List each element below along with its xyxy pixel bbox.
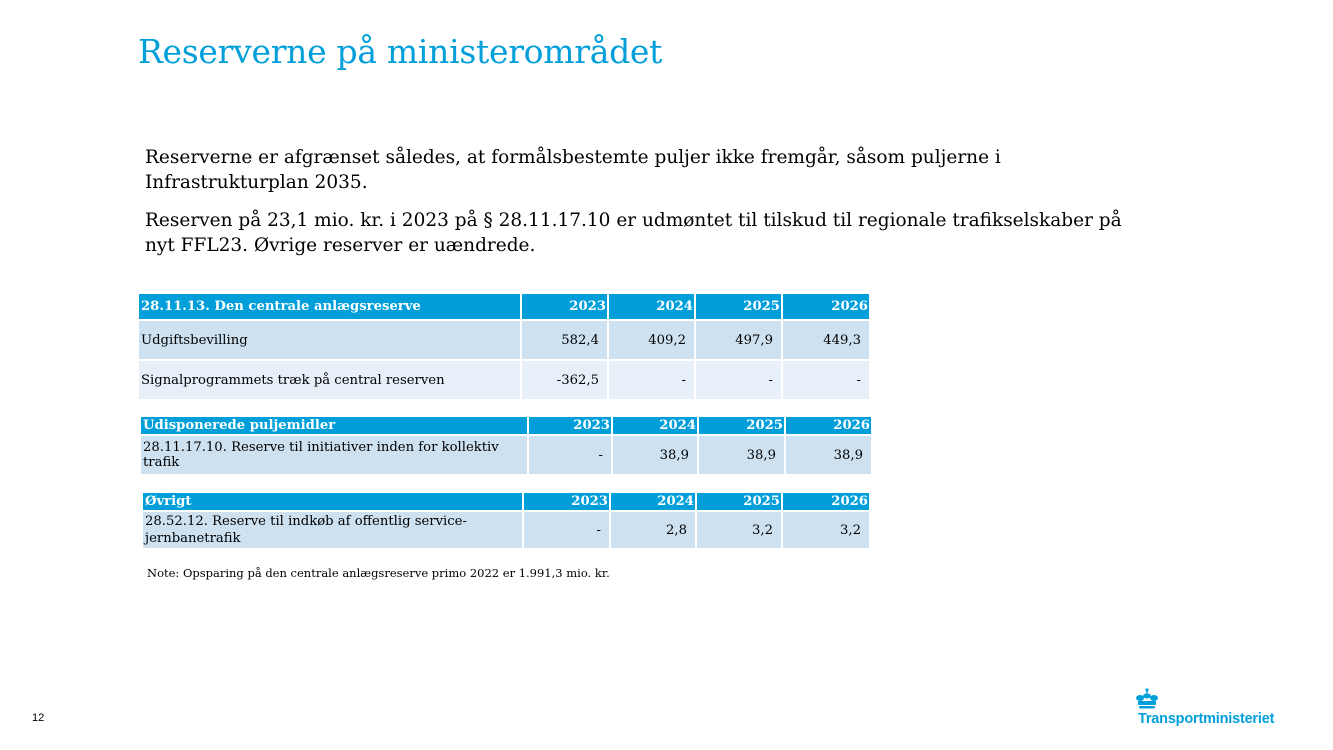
cell-value: - bbox=[695, 360, 783, 401]
table-row: Signalprogrammets træk på central reserv… bbox=[139, 360, 871, 401]
table-header-year: 2024 bbox=[610, 493, 697, 512]
table-row: 28.52.12. Reserve til indkøb af offentli… bbox=[143, 511, 871, 550]
cell-value: 2,8 bbox=[610, 511, 697, 550]
cell-value: - bbox=[523, 511, 611, 550]
table-header-year: 2026 bbox=[782, 493, 871, 512]
table-header-label: Øvrigt bbox=[143, 493, 524, 512]
cell-value: 449,3 bbox=[782, 320, 871, 361]
crown-icon bbox=[1136, 688, 1158, 709]
puljemidler-table: Udisponerede puljemidler 2023 2024 2025 … bbox=[141, 417, 873, 476]
cell-value: 38,9 bbox=[698, 435, 786, 476]
cell-value: 38,9 bbox=[785, 435, 873, 476]
oevrigt-table: Øvrigt 2023 2024 2025 2026 28.52.12. Res… bbox=[143, 493, 871, 550]
table-header-year: 2025 bbox=[698, 417, 786, 436]
reserve-paragraph: Reserven på 23,1 mio. kr. i 2023 på § 28… bbox=[145, 210, 1122, 256]
table-header-year: 2024 bbox=[608, 294, 696, 321]
row-label: 28.11.17.10. Reserve til initiativer ind… bbox=[141, 435, 529, 476]
table-header-row: 28.11.13. Den centrale anlægsreserve 202… bbox=[139, 294, 871, 321]
table-header-year: 2023 bbox=[521, 294, 609, 321]
cell-value: - bbox=[608, 360, 696, 401]
cell-value: 497,9 bbox=[695, 320, 783, 361]
table-header-year: 2026 bbox=[782, 294, 871, 321]
intro-paragraph: Reserverne er afgrænset således, at form… bbox=[145, 147, 1001, 193]
table-header-year: 2023 bbox=[523, 493, 611, 512]
table-header-row: Øvrigt 2023 2024 2025 2026 bbox=[143, 493, 871, 512]
cell-value: -362,5 bbox=[521, 360, 609, 401]
ministry-logo-text: Transportministeriet bbox=[1138, 711, 1275, 727]
cell-value: 3,2 bbox=[782, 511, 871, 550]
cell-value: - bbox=[782, 360, 871, 401]
slide-title: Reserverne på ministerområdet bbox=[138, 32, 663, 71]
table-header-year: 2024 bbox=[612, 417, 699, 436]
table-row: Udgiftsbevilling 582,4 409,2 497,9 449,3 bbox=[139, 320, 871, 361]
page-number: 12 bbox=[32, 712, 45, 724]
table-header-label: 28.11.13. Den centrale anlægsreserve bbox=[139, 294, 522, 321]
cell-value: 582,4 bbox=[521, 320, 609, 361]
cell-value: 38,9 bbox=[612, 435, 699, 476]
table-header-row: Udisponerede puljemidler 2023 2024 2025 … bbox=[141, 417, 873, 436]
table-header-year: 2026 bbox=[785, 417, 873, 436]
table-header-label: Udisponerede puljemidler bbox=[141, 417, 529, 436]
anlaegsreserve-table: 28.11.13. Den centrale anlægsreserve 202… bbox=[139, 294, 871, 401]
row-label: Signalprogrammets træk på central reserv… bbox=[139, 360, 522, 401]
row-label: Udgiftsbevilling bbox=[139, 320, 522, 361]
table-header-year: 2025 bbox=[695, 294, 783, 321]
row-label: 28.52.12. Reserve til indkøb af offentli… bbox=[143, 511, 524, 550]
footnote: Note: Opsparing på den centrale anlægsre… bbox=[147, 566, 610, 580]
cell-value: - bbox=[528, 435, 613, 476]
table-header-year: 2025 bbox=[696, 493, 783, 512]
table-row: 28.11.17.10. Reserve til initiativer ind… bbox=[141, 435, 873, 476]
table-header-year: 2023 bbox=[528, 417, 613, 436]
cell-value: 409,2 bbox=[608, 320, 696, 361]
cell-value: 3,2 bbox=[696, 511, 783, 550]
